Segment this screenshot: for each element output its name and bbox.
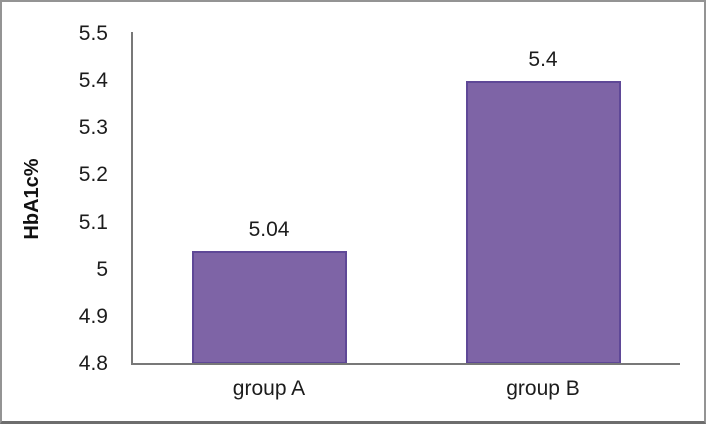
y-tick-label: 5.2 [78, 163, 108, 187]
y-tick-label: 5 [96, 257, 108, 281]
y-tick-label: 5.5 [78, 22, 108, 45]
bar-group-b [465, 81, 621, 364]
y-tick-label: 4.8 [78, 352, 108, 375]
x-tick-label: group A [232, 377, 306, 400]
bar-group-a [191, 250, 347, 364]
y-tick-label: 5.4 [78, 69, 108, 93]
y-tick-label: 5.3 [78, 116, 108, 140]
y-axis-line [131, 32, 133, 365]
x-tick-label: group B [506, 377, 580, 400]
y-tick-label: 5.1 [78, 210, 108, 234]
y-tick-label: 4.9 [78, 304, 108, 328]
bar-value-label: 5.4 [528, 48, 558, 72]
bar-value-label: 5.04 [248, 217, 290, 241]
x-axis-line [131, 363, 680, 365]
